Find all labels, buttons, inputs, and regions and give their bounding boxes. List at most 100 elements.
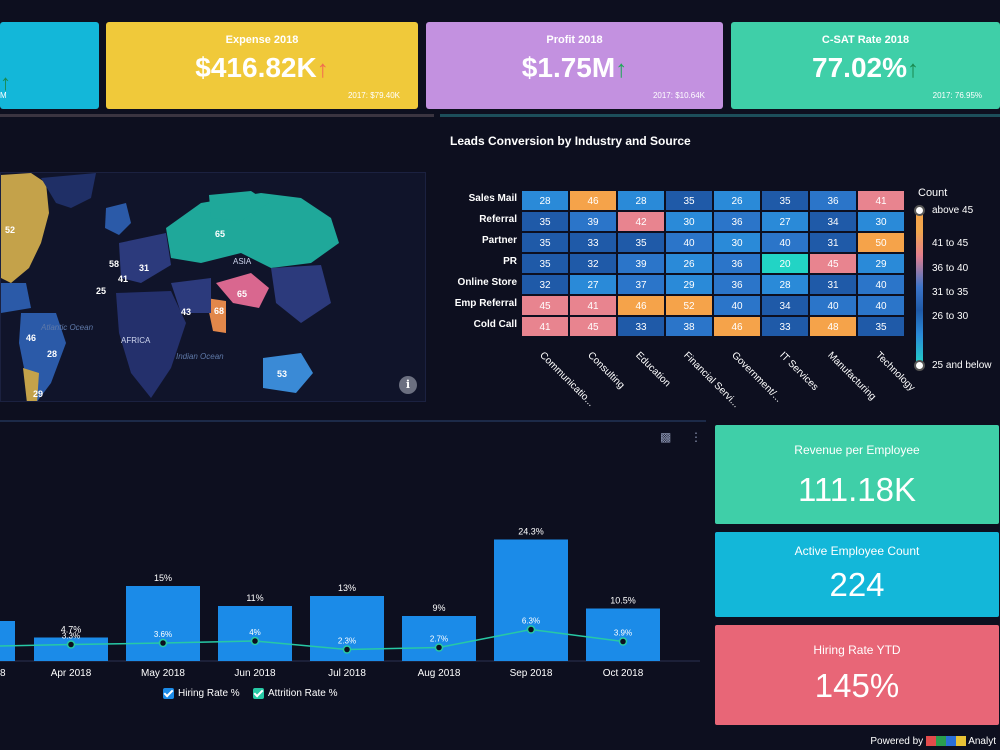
heatmap-cell[interactable]: 30 <box>857 211 905 232</box>
heatmap-cell[interactable]: 46 <box>713 316 761 337</box>
heatmap-cell[interactable]: 40 <box>761 232 809 253</box>
heatmap-cell[interactable]: 35 <box>521 232 569 253</box>
heatmap-cell[interactable]: 30 <box>665 211 713 232</box>
heatmap-cell[interactable]: 36 <box>713 211 761 232</box>
heatmap-cell[interactable]: 35 <box>665 190 713 211</box>
kpi-left-partial[interactable]: ↑ M <box>0 22 99 109</box>
heatmap-cell[interactable]: 46 <box>617 295 665 316</box>
heatmap-cell[interactable]: 36 <box>713 253 761 274</box>
checkbox-icon[interactable] <box>253 688 264 699</box>
card-hiring-rate-ytd[interactable]: Hiring Rate YTD 145% <box>715 625 999 725</box>
heatmap-cell[interactable]: 20 <box>761 253 809 274</box>
bar-value-label: 10.5% <box>610 596 636 606</box>
card-revenue-per-employee[interactable]: Revenue per Employee 111.18K <box>715 425 999 524</box>
heatmap-grid[interactable]: 28 46 28 35 26 35 36 41 35 39 42 30 36 27 34 30 35 33 35 40… <box>521 190 905 337</box>
bar[interactable] <box>0 621 15 661</box>
heatmap-cell[interactable]: 34 <box>761 295 809 316</box>
kpi-left-arrow: ↑ <box>0 70 11 95</box>
heatmap-cell[interactable]: 33 <box>569 232 617 253</box>
heatmap-cell[interactable]: 48 <box>809 316 857 337</box>
card-title: Hiring Rate YTD <box>813 643 901 657</box>
heatmap-cell[interactable]: 41 <box>521 316 569 337</box>
map-value: 31 <box>139 263 150 273</box>
card-title: Revenue per Employee <box>794 443 920 457</box>
heatmap-cell[interactable]: 45 <box>809 253 857 274</box>
heatmap-cell[interactable]: 29 <box>665 274 713 295</box>
heatmap-column-label: Technology <box>873 350 917 394</box>
more-vertical-icon[interactable]: ⋮ <box>690 430 702 444</box>
card-value: 111.18K <box>797 471 917 508</box>
heatmap-cell[interactable]: 50 <box>857 232 905 253</box>
heatmap-row: 32 27 37 29 36 28 31 40 <box>521 274 905 295</box>
legend-label: above 45 <box>932 205 974 216</box>
heatmap-cell[interactable]: 45 <box>569 316 617 337</box>
heatmap-cell[interactable]: 27 <box>761 211 809 232</box>
legend-attrition-label: Attrition Rate % <box>268 688 338 699</box>
kpi-csat-value: 77.02%↑ <box>812 52 919 83</box>
heatmap-cell[interactable]: 28 <box>521 190 569 211</box>
kpi-csat[interactable]: C-SAT Rate 2018 77.02%↑ 2017: 76.95% <box>731 22 1000 109</box>
heatmap-cell[interactable]: 29 <box>857 253 905 274</box>
heatmap-cell[interactable]: 45 <box>521 295 569 316</box>
bar[interactable] <box>218 606 292 661</box>
heatmap-cell[interactable]: 40 <box>809 295 857 316</box>
heatmap-cell[interactable]: 28 <box>761 274 809 295</box>
hiring-chart[interactable]: 8 4.7% Apr 2018 15% May 2018 11% Jun 2018 13% Ju… <box>0 425 706 685</box>
chart-legend-attrition[interactable]: Attrition Rate % <box>253 688 337 699</box>
brand-logo-icon <box>935 736 946 747</box>
powered-by: Powered by Analyt <box>870 736 996 747</box>
heatmap-cell[interactable]: 35 <box>521 211 569 232</box>
heatmap-cell[interactable]: 37 <box>617 274 665 295</box>
bar[interactable] <box>586 608 660 662</box>
heatmap-cell[interactable]: 31 <box>809 232 857 253</box>
info-icon[interactable]: i <box>399 376 417 394</box>
heatmap-cell[interactable]: 38 <box>665 316 713 337</box>
heatmap-cell[interactable]: 39 <box>617 253 665 274</box>
heatmap-cell[interactable]: 52 <box>665 295 713 316</box>
heatmap-cell[interactable]: 32 <box>569 253 617 274</box>
heatmap-cell[interactable]: 46 <box>569 190 617 211</box>
heatmap-column-label: Government/... <box>729 350 784 405</box>
legend-slider-top[interactable] <box>914 205 925 216</box>
bar-value-label: 15% <box>154 573 172 583</box>
heatmap-cell[interactable]: 42 <box>617 211 665 232</box>
legend-hiring-label: Hiring Rate % <box>178 688 240 699</box>
heatmap-cell[interactable]: 36 <box>809 190 857 211</box>
heatmap-cell[interactable]: 35 <box>761 190 809 211</box>
heatmap-cell[interactable]: 33 <box>761 316 809 337</box>
bar[interactable] <box>34 637 108 662</box>
chart-legend-hiring[interactable]: Hiring Rate % <box>163 688 240 699</box>
card-active-employee-count[interactable]: Active Employee Count 224 <box>715 532 999 617</box>
heatmap-cell[interactable]: 35 <box>857 316 905 337</box>
heatmap-cell[interactable]: 28 <box>617 190 665 211</box>
kpi-expense[interactable]: Expense 2018 $416.82K↑ 2017: $79.40K <box>106 22 418 109</box>
heatmap-cell[interactable]: 40 <box>665 232 713 253</box>
heatmap-cell[interactable]: 35 <box>617 232 665 253</box>
heatmap-cell[interactable]: 41 <box>569 295 617 316</box>
checkbox-icon[interactable] <box>163 688 174 699</box>
heatmap-cell[interactable]: 40 <box>713 295 761 316</box>
heatmap-cell[interactable]: 40 <box>857 274 905 295</box>
bar-chart-icon[interactable]: ▩ <box>660 430 672 444</box>
world-map[interactable]: 52 65 58 31 25 41 43 65 68 46 28 53 29 A… <box>0 172 426 402</box>
line-point <box>250 636 260 646</box>
heatmap-cell[interactable]: 27 <box>569 274 617 295</box>
bar[interactable] <box>494 539 568 662</box>
heatmap-cell[interactable]: 30 <box>713 232 761 253</box>
heatmap-cell[interactable]: 39 <box>569 211 617 232</box>
kpi-profit[interactable]: Profit 2018 $1.75M↑ 2017: $10.64K <box>426 22 723 109</box>
heatmap-cell[interactable]: 40 <box>857 295 905 316</box>
heatmap-cell[interactable]: 26 <box>713 190 761 211</box>
bar[interactable] <box>126 586 200 661</box>
bar[interactable] <box>402 616 476 661</box>
legend-slider-bottom[interactable] <box>914 360 925 371</box>
heatmap-cell[interactable]: 31 <box>809 274 857 295</box>
brand-logo-icon <box>925 736 936 747</box>
heatmap-cell[interactable]: 34 <box>809 211 857 232</box>
heatmap-cell[interactable]: 36 <box>713 274 761 295</box>
heatmap-cell[interactable]: 26 <box>665 253 713 274</box>
heatmap-cell[interactable]: 41 <box>857 190 905 211</box>
heatmap-cell[interactable]: 35 <box>521 253 569 274</box>
heatmap-cell[interactable]: 33 <box>617 316 665 337</box>
heatmap-cell[interactable]: 32 <box>521 274 569 295</box>
